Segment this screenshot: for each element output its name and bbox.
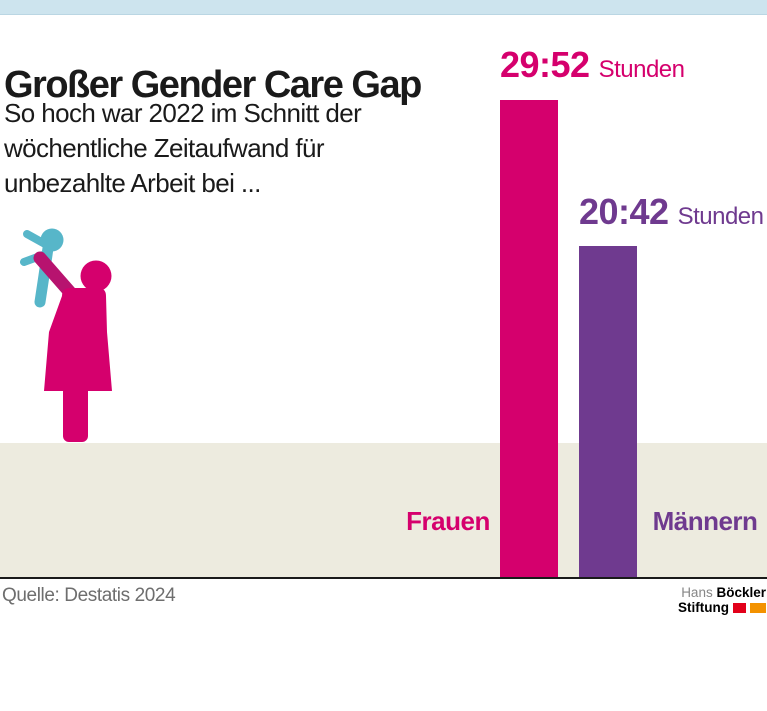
bar-frauen bbox=[500, 100, 558, 577]
page-title: Großer Gender Care Gap bbox=[4, 64, 422, 107]
woman-figure bbox=[44, 260, 112, 442]
source-text: Quelle: Destatis 2024 bbox=[2, 585, 176, 606]
logo-stiftung-label: Stiftung bbox=[678, 600, 729, 615]
bar-maennern bbox=[579, 246, 637, 577]
logo-red-mark-icon bbox=[733, 603, 746, 613]
subtitle-line-3: unbezahlte Arbeit bei ... bbox=[4, 168, 261, 198]
value-label-frauen: 29:52 Stunden bbox=[500, 44, 685, 86]
value-maennern-number: 20:42 bbox=[579, 191, 669, 232]
subtitle-line-2: wöchentliche Zeitaufwand für bbox=[4, 133, 325, 163]
logo-line-1: Hans Böckler bbox=[678, 586, 766, 600]
value-label-maennern: 20:42 Stunden bbox=[579, 191, 764, 233]
value-maennern-unit: Stunden bbox=[677, 203, 764, 230]
chart-subtitle: So hoch war 2022 im Schnitt der wöchentl… bbox=[4, 96, 362, 201]
logo-line-2: Stiftung bbox=[678, 601, 766, 615]
category-label-maennern: Männern bbox=[652, 506, 758, 536]
logo-name-normal: Hans bbox=[681, 585, 713, 600]
top-accent-bar bbox=[0, 0, 767, 15]
value-frauen-unit: Stunden bbox=[598, 56, 685, 83]
baseline bbox=[0, 577, 767, 579]
subtitle-line-1: So hoch war 2022 im Schnitt der bbox=[4, 98, 362, 128]
logo-name-bold: Böckler bbox=[716, 585, 766, 600]
woman-lifting-child-icon bbox=[20, 228, 112, 442]
logo-orange-mark-icon bbox=[750, 603, 766, 613]
hans-boeckler-stiftung-logo: Hans Böckler Stiftung bbox=[678, 586, 766, 615]
floor-band bbox=[0, 443, 767, 577]
category-label-frauen: Frauen bbox=[406, 506, 490, 536]
value-frauen-number: 29:52 bbox=[500, 44, 590, 85]
